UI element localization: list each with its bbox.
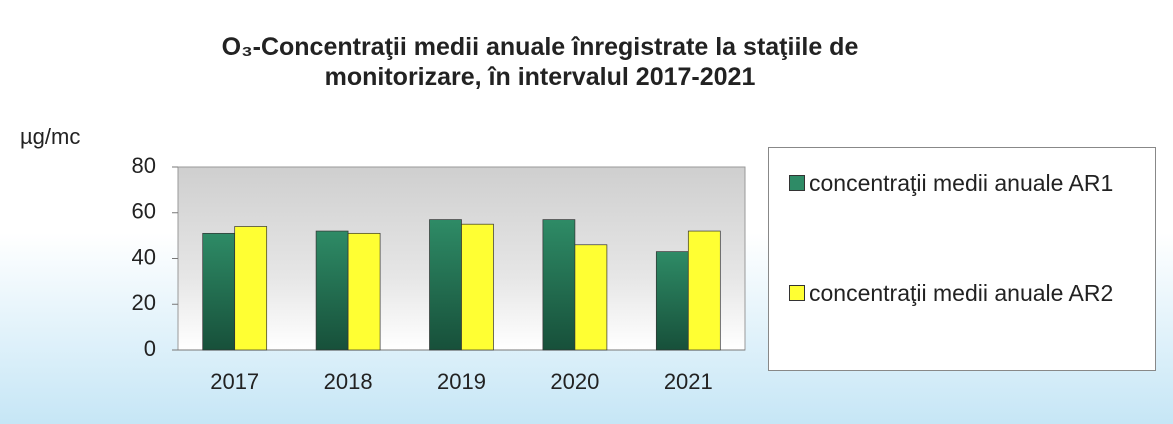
legend-swatch bbox=[789, 175, 805, 191]
bar bbox=[315, 230, 349, 351]
bar bbox=[574, 244, 608, 351]
legend: concentraţii medii anuale AR1 concentraţi… bbox=[768, 147, 1156, 371]
y-tick-label: 60 bbox=[132, 199, 156, 224]
x-tick-label: 2017 bbox=[210, 369, 259, 394]
y-tick-label: 20 bbox=[132, 290, 156, 315]
y-tick-label: 40 bbox=[132, 244, 156, 269]
legend-swatch bbox=[789, 285, 805, 301]
y-tick-label: 80 bbox=[132, 153, 156, 178]
bar bbox=[429, 219, 462, 351]
x-tick-label: 2020 bbox=[550, 369, 599, 394]
x-tick-label: 2019 bbox=[437, 369, 486, 394]
legend-item: concentraţii medii anuale AR1 bbox=[789, 168, 1149, 198]
bar bbox=[347, 232, 381, 351]
bar bbox=[234, 226, 268, 351]
bar bbox=[202, 232, 236, 351]
chart-title: O₃-Concentraţii medii anuale înregistrat… bbox=[221, 33, 859, 91]
y-axis-label: µg/mc bbox=[20, 124, 81, 149]
bar bbox=[655, 251, 689, 351]
x-tick-label: 2018 bbox=[324, 369, 373, 394]
x-tick-label: 2021 bbox=[664, 369, 713, 394]
legend-label: concentraţii medii anuale AR1 bbox=[809, 170, 1114, 196]
legend-item: concentraţii medii anuale AR2 bbox=[789, 278, 1149, 308]
legend-label: concentraţii medii anuale AR2 bbox=[809, 280, 1114, 306]
bar bbox=[461, 223, 494, 351]
bar bbox=[542, 219, 576, 351]
y-tick-label: 0 bbox=[144, 336, 156, 361]
bar bbox=[687, 230, 721, 351]
